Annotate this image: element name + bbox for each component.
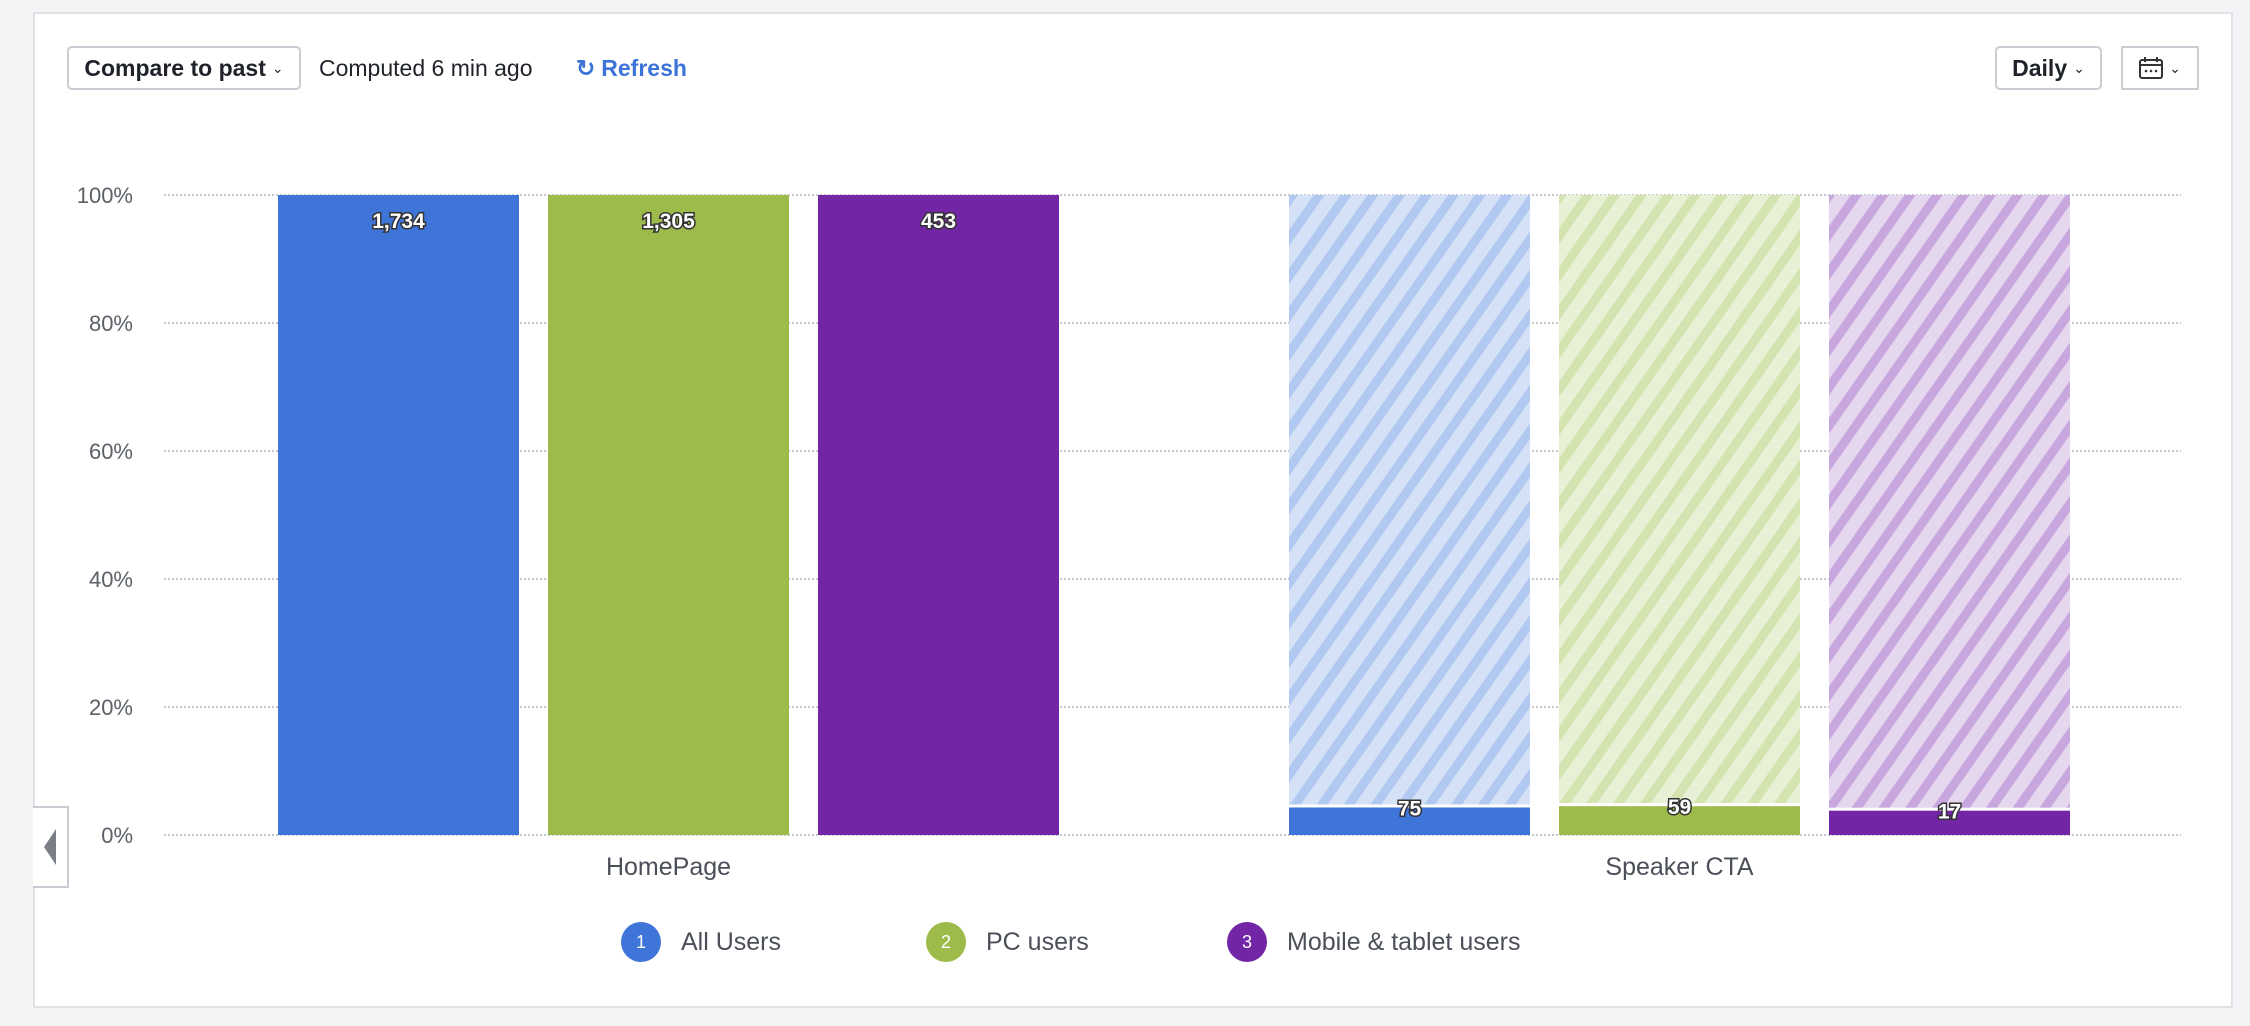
interval-dropdown[interactable]: Daily ⌄	[1995, 46, 2102, 90]
chevron-down-icon: ⌄	[2169, 59, 2181, 76]
interval-label: Daily	[2012, 54, 2068, 81]
legend-index-badge: 3	[1227, 922, 1267, 962]
legend-item-all-users[interactable]: 1 All Users	[621, 922, 781, 962]
refresh-icon: ↻	[576, 55, 596, 81]
compare-label: Compare to past	[84, 54, 266, 81]
caret-left-icon	[44, 829, 56, 865]
computed-status: Computed 6 min ago	[319, 55, 533, 81]
legend-label: Mobile & tablet users	[1287, 927, 1521, 956]
legend-item-pc-users[interactable]: 2 PC users	[926, 922, 1089, 962]
legend-label: PC users	[986, 927, 1089, 956]
chart-panel	[33, 12, 2233, 1008]
legend-index-badge: 1	[621, 922, 661, 962]
collapse-panel-button[interactable]	[33, 806, 69, 888]
refresh-label: Refresh	[601, 55, 687, 81]
chevron-down-icon: ⌄	[2073, 59, 2085, 76]
calendar-icon	[2139, 57, 2164, 79]
legend-label: All Users	[681, 927, 782, 956]
chevron-down-icon: ⌄	[271, 59, 284, 76]
legend-index-badge: 2	[926, 922, 966, 962]
compare-to-past-dropdown[interactable]: Compare to past ⌄	[67, 46, 301, 90]
refresh-button[interactable]: ↻ Refresh	[576, 55, 687, 82]
date-picker-button[interactable]: ⌄	[2121, 46, 2199, 90]
legend-item-mobile-tablet-users[interactable]: 3 Mobile & tablet users	[1227, 922, 1520, 962]
